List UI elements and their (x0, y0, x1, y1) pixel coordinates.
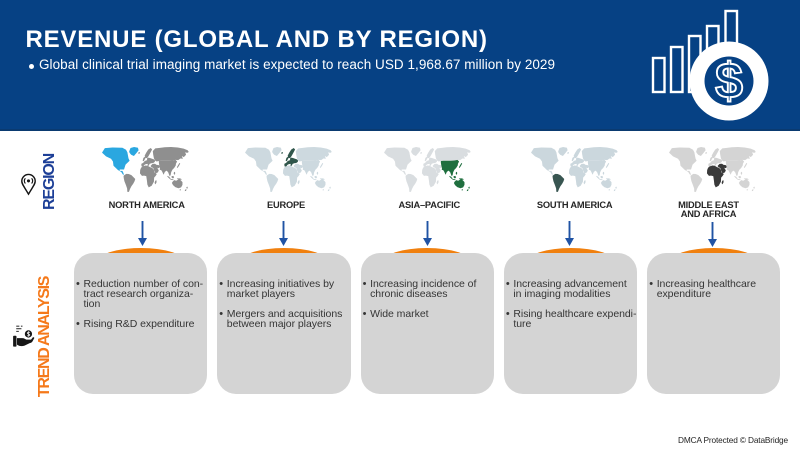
svg-text:$: $ (715, 53, 743, 109)
